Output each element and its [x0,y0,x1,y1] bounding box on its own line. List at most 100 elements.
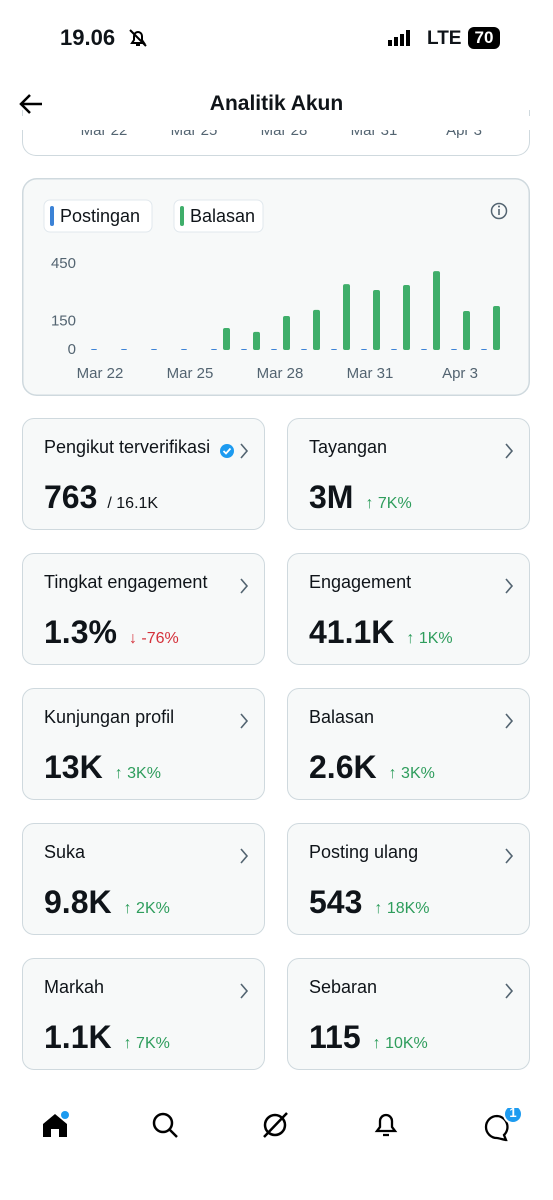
card-value: 1.3% ↓ -76% [44,614,179,651]
metric-card[interactable]: Posting ulang 543 ↑ 18K% [287,823,530,935]
value: 2.6K [309,749,377,785]
card-value: 2.6K ↑ 3K% [309,749,435,786]
mute-icon [129,29,147,47]
signal-icon [388,30,410,46]
value: 115 [309,1019,361,1055]
value: 13K [44,749,103,785]
bar [151,349,157,350]
bar [211,349,217,350]
bar [271,349,277,350]
bar [391,349,397,350]
bar [181,349,187,350]
bar [301,349,307,350]
value: 1.3% [44,614,117,650]
bar [361,349,367,350]
x-tick-label: Mar 31 [347,365,394,382]
card-title: Kunjungan profil [44,707,175,727]
bar [253,331,260,350]
legend-chip [173,199,264,233]
metric-card[interactable]: Pengikut terverifikasi 763 / 16.1K [22,418,265,530]
card-value: 3M ↑ 7K% [309,479,412,516]
bar [121,349,127,350]
x-tick-label: Apr 3 [442,365,478,382]
metric-card[interactable]: Sebaran 115 ↑ 10K% [287,958,530,1070]
card-value: 41.1K ↑ 1K% [309,614,453,651]
legend-swatch [180,206,184,226]
nav-notifications[interactable] [371,1110,401,1140]
x-tick-label: Mar 28 [257,365,304,382]
card-title: Markah [44,977,105,997]
card-change: ↑ 18K% [374,900,430,917]
card-value: 9.8K ↑ 2K% [44,884,170,921]
y-tick-label: 150 [51,312,76,329]
y-tick-label: 450 [51,255,76,272]
bar [91,349,97,350]
header-title: Analitik Akun [209,92,344,115]
x-tick-label: Mar 22 [77,365,124,382]
bar [241,349,247,350]
bar [283,315,290,350]
chevron [505,983,514,999]
message-badge: 1 [509,1105,517,1120]
metric-card[interactable]: Balasan 2.6K ↑ 3K% [287,688,530,800]
value: 543 [309,884,363,920]
card-title: Posting ulang [309,842,419,862]
card-title: Balasan [309,707,375,727]
chevron [240,713,249,729]
chevron [505,443,514,459]
chevron [505,713,514,729]
x-tick-label: Mar 25 [167,365,214,382]
bar [373,289,380,350]
nav-messages[interactable] [481,1108,521,1142]
card-change: ↑ 2K% [123,900,170,917]
chart: Postingan Balasan 0 150 450 Mar 22 Mar 25 Mar 2… [22,178,530,396]
battery: 70 [468,27,500,49]
bar [223,328,230,350]
bar [421,349,427,350]
card-change: ↑ 7K% [365,495,412,512]
card-value: 115 ↑ 10K% [309,1019,428,1056]
card-title: Tayangan [309,437,388,457]
chevron [240,578,249,594]
card-suffix: / 16.1K [107,495,159,512]
chevron [240,983,249,999]
card-title: Pengikut terverifikasi [44,437,211,457]
bar [343,284,350,350]
network: LTE [427,28,462,49]
metric-card[interactable]: Tayangan 3M ↑ 7K% [287,418,530,530]
info-icon[interactable] [490,202,508,220]
nav-home[interactable] [40,1110,70,1140]
value: 41.1K [309,614,395,650]
bar [481,349,487,350]
y-tick-label: 0 [68,341,76,358]
bar [313,309,320,350]
card-change: ↑ 1K% [406,630,453,647]
card-change: ↑ 3K% [388,765,435,782]
value: 1.1K [44,1019,112,1055]
legend-chip [43,199,153,233]
bar [463,311,470,350]
bar [493,306,500,350]
nav-grok[interactable] [260,1110,290,1140]
metric-card[interactable]: Engagement 41.1K ↑ 1K% [287,553,530,665]
metric-card[interactable]: Kunjungan profil 13K ↑ 3K% [22,688,265,800]
chart-card [22,178,530,396]
card-change: ↑ 3K% [114,765,161,782]
metric-card[interactable]: Tingkat engagement 1.3% ↓ -76% [22,553,265,665]
card-value: 543 ↑ 18K% [309,884,430,921]
metric-card[interactable]: Markah 1.1K ↑ 7K% [22,958,265,1070]
card-change: ↑ 7K% [123,1035,170,1052]
legend-label: Postingan [60,206,140,226]
card-value: 13K ↑ 3K% [44,749,161,786]
value: 763 [44,479,98,515]
card-value: 1.1K ↑ 7K% [44,1019,170,1056]
chevron [240,443,249,459]
metric-card[interactable]: Suka 9.8K ↑ 2K% [22,823,265,935]
chevron [240,848,249,864]
bar [451,349,457,350]
legend-swatch [50,206,54,226]
nav-search[interactable] [150,1110,180,1140]
bar [331,349,337,350]
card-title: Suka [44,842,86,862]
